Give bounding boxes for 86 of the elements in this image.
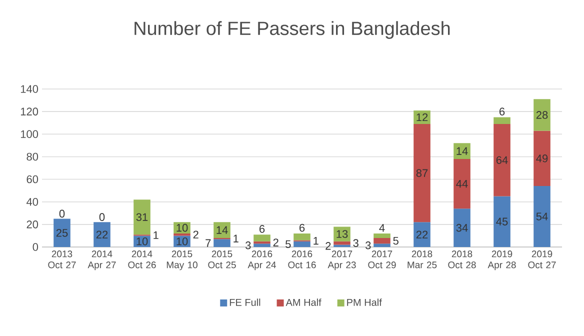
x-tick-label: 2019 Oct 27 [528,250,556,268]
bar [214,222,230,238]
bar [414,222,430,247]
x-tick-label: 2018 Mar 25 [408,250,437,268]
data-label: 6 [300,224,305,232]
data-label: 44 [456,180,468,188]
y-tick-label: 80 [26,152,38,161]
data-label: 1 [154,231,158,239]
data-label: 87 [416,169,428,177]
y-tick-label: 140 [20,85,38,93]
bar [534,186,550,247]
data-label: 54 [536,212,548,220]
bar [534,130,550,186]
data-label: 12 [416,113,428,122]
data-label: 10 [136,237,148,246]
bar [374,233,390,238]
data-label: 2 [326,242,331,250]
x-tick-label: 2018 Oct 28 [448,250,476,268]
data-label: 34 [456,224,468,232]
bar [214,239,230,247]
chart-title: Number of FE Passers in Bangladesh [134,21,450,39]
bar [414,124,430,222]
x-tick-label: 2017 Apr 23 [328,250,356,270]
data-label: 5 [286,240,291,248]
y-tick-label: 0 [32,243,38,251]
x-tick-label: 2019 Apr 28 [488,250,516,270]
x-tick-label: 2015 Oct 25 [208,250,236,268]
data-label: 22 [416,230,428,238]
legend-label: FE Full [230,298,260,306]
data-label: 0 [99,213,105,221]
x-tick-label: 2013 Oct 27 [48,250,76,268]
data-label: 14 [456,147,468,155]
bar [494,196,510,247]
bar [294,233,310,240]
x-tick-label: 2016 Oct 16 [288,250,316,268]
data-label: 64 [496,156,508,164]
data-label: 4 [379,224,385,232]
bar [334,226,350,242]
data-label: 3 [246,241,251,250]
legend-label: AM Half [286,298,322,306]
bar [254,234,270,242]
x-tick-label: 2014 Oct 26 [128,250,156,268]
data-label: 1 [314,237,318,245]
bar [454,208,470,247]
data-label: 3 [366,241,371,250]
bar [494,124,510,196]
bar [454,143,470,159]
bar [54,218,70,247]
data-label: 49 [536,154,548,162]
data-label: 14 [216,226,228,234]
data-label: 13 [336,230,348,238]
y-tick-label: 60 [26,175,38,184]
bar [94,222,110,247]
data-label: 0 [59,210,65,218]
data-label: 6 [500,108,505,116]
data-label: 25 [56,228,68,237]
data-label: 7 [206,239,211,247]
bar [134,200,150,235]
data-label: 1 [234,234,238,242]
x-tick-label: 2016 Apr 24 [248,250,276,270]
data-label: 3 [353,239,358,247]
bar [294,241,310,247]
x-tick-label: 2014 Apr 27 [88,250,116,270]
bar [374,244,390,247]
data-label: 31 [136,213,148,221]
data-label: 2 [193,230,198,238]
data-label: 10 [176,237,188,246]
y-tick-label: 20 [26,220,38,228]
x-tick-label: 2017 Oct 29 [368,250,396,268]
bar [494,117,510,124]
y-tick-label: 40 [26,198,38,206]
x-tick-label: 2015 May 10 [166,250,198,270]
data-label: 22 [96,230,108,238]
bar [454,158,470,209]
data-label: 45 [496,218,508,226]
bar [254,244,270,247]
data-label: 5 [393,236,398,245]
data-label: 6 [260,225,265,233]
legend-label: PM Half [347,298,382,306]
data-label: 28 [536,111,548,119]
data-label: 2 [273,238,278,246]
y-tick-label: 100 [20,130,38,138]
bar [374,238,390,244]
data-label: 10 [176,224,188,232]
bar [534,99,550,131]
y-tick-label: 120 [20,108,38,116]
